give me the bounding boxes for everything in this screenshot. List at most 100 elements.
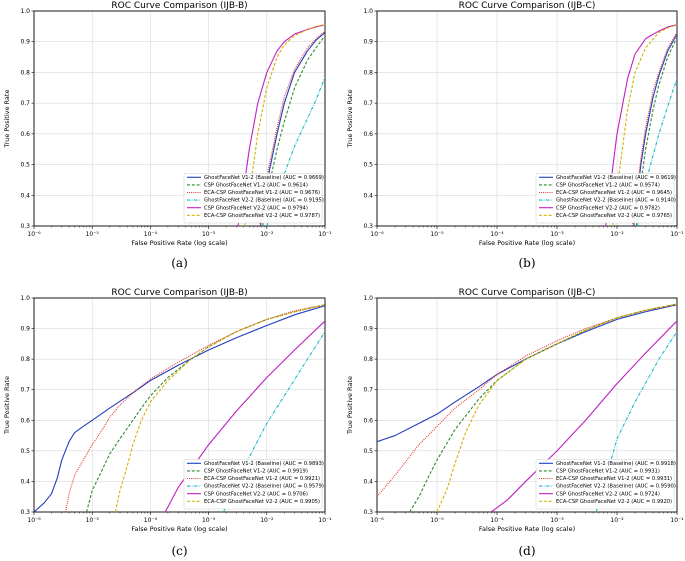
x-tick-label: 10⁻³ [202, 517, 216, 524]
y-tick-label: 0.6 [20, 417, 30, 424]
x-tick-label: 10⁻² [610, 231, 624, 238]
x-tick-label: 10⁻⁴ [144, 517, 158, 524]
legend-box [535, 173, 675, 224]
y-axis-label: True Positive Rate [3, 90, 11, 149]
x-tick-label: 10⁻⁵ [430, 517, 444, 524]
legend-entry: CSP GhostFaceNet V1-2 (AUC = 0.9614) [204, 183, 308, 189]
y-tick-label: 0.4 [20, 192, 30, 199]
legend-entry: ECA-CSP GhostFaceNet V2-2 (AUC = 0.9787) [204, 213, 320, 219]
chart-title: ROC Curve Comparison (IJB-C) [459, 288, 596, 298]
y-tick-label: 0.3 [363, 509, 373, 516]
legend-entry: ECA-CSP GhostFaceNet V2-2 (AUC = 0.9765) [556, 213, 672, 219]
x-tick-label: 10⁻¹ [318, 517, 332, 524]
roc-line [164, 320, 325, 512]
roc-line [377, 303, 677, 498]
y-tick-label: 1.0 [363, 295, 373, 302]
chart-panel-4: 0.3 0.4 0.5 0.6 0.7 0.8 0.9 1.0 10⁻⁶ 10⁻⁵ 10⁻⁴ 10⁻³… [346, 288, 684, 558]
chart-title: ROC Curve Comparison (IJB-B) [111, 288, 247, 298]
series-group [34, 304, 325, 512]
y-tick-label: 0.7 [20, 387, 30, 394]
legend-entry: CSP GhostFaceNet V2-2 (AUC = 0.9782) [556, 205, 660, 211]
y-tick-label: 0.5 [20, 162, 30, 169]
x-tick-label: 10⁻⁶ [370, 517, 384, 524]
x-tick-label: 10⁻¹ [670, 517, 684, 524]
x-tick-label: 10⁻⁴ [144, 231, 158, 238]
chart-title: ROC Curve Comparison (IJB-C) [459, 1, 596, 11]
legend-entry: GhostFaceNet V1-2 (Baseline) (AUC = 0.99… [556, 461, 676, 467]
legend-entry: CSP GhostFaceNet V1-2 (AUC = 0.9574) [556, 183, 660, 189]
y-tick-label: 1.0 [363, 8, 373, 15]
y-axis-label: True Positive Rate [346, 90, 354, 149]
legend-entry: GhostFaceNet V1-2 (Baseline) (AUC = 0.96… [556, 175, 676, 181]
series-group [377, 303, 677, 512]
legend-entry: GhostFaceNet V2-2 (Baseline) (AUC = 0.95… [204, 484, 324, 490]
panel-label: (b) [518, 256, 535, 270]
legend-entry: ECA-CSP GhostFaceNet V2-2 (AUC = 0.9905) [204, 499, 320, 505]
panel-label: (c) [171, 544, 187, 558]
legend: GhostFaceNet V1-2 (Baseline) (AUC = 0.99… [535, 459, 676, 510]
y-tick-label: 1.0 [20, 8, 30, 15]
legend-entry: GhostFaceNet V2-2 (Baseline) (AUC = 0.95… [556, 484, 676, 490]
x-tick-label: 10⁻³ [550, 231, 564, 238]
roc-line [244, 24, 325, 226]
legend-entry: ECA-CSP GhostFaceNet V1-2 (AUC = 0.9645) [556, 190, 672, 196]
x-tick-label: 10⁻¹ [318, 231, 332, 238]
chart-title: ROC Curve Comparison (IJB-B) [111, 1, 247, 11]
plot-border [376, 10, 678, 227]
y-tick-label: 0.7 [363, 387, 373, 394]
y-tick-label: 0.4 [20, 478, 30, 485]
panel-label: (d) [518, 544, 535, 558]
x-tick-label: 10⁻⁶ [27, 231, 41, 238]
panel-label: (a) [171, 256, 188, 270]
y-tick-label: 0.7 [20, 100, 30, 107]
legend: GhostFaceNet V1-2 (Baseline) (AUC = 0.96… [183, 173, 324, 224]
legend-box [183, 173, 323, 224]
y-tick-label: 0.8 [20, 69, 30, 76]
y-tick-label: 0.4 [363, 192, 373, 199]
y-tick-label: 0.6 [20, 131, 30, 138]
x-tick-label: 10⁻⁵ [86, 517, 100, 524]
y-tick-label: 0.6 [363, 417, 373, 424]
legend-entry: GhostFaceNet V1-2 (Baseline) (AUC = 0.98… [204, 461, 324, 467]
x-axis-label: False Positive Rate (log scale) [479, 239, 575, 247]
legend-entry: CSP GhostFaceNet V2-2 (AUC = 0.9794) [204, 205, 308, 211]
roc-line [595, 331, 677, 512]
roc-line [631, 32, 677, 226]
x-tick-label: 10⁻² [260, 517, 274, 524]
y-tick-label: 0.9 [20, 39, 30, 46]
plot-border [376, 297, 678, 513]
x-tick-label: 10⁻³ [202, 231, 216, 238]
roc-line [34, 305, 325, 512]
plot-border [33, 297, 326, 513]
chart-panel-1: 0.3 0.4 0.5 0.6 0.7 0.8 0.9 1.0 10⁻⁶ 10⁻⁵ 10⁻⁴ 10⁻³… [3, 1, 332, 270]
legend-entry: CSP GhostFaceNet V1-2 (AUC = 0.9919) [204, 469, 308, 475]
legend-entry: ECA-CSP GhostFaceNet V1-2 (AUC = 0.9676) [204, 190, 320, 196]
legend: GhostFaceNet V1-2 (Baseline) (AUC = 0.96… [535, 173, 676, 224]
legend: GhostFaceNet V1-2 (Baseline) (AUC = 0.98… [183, 459, 324, 510]
roc-line [377, 304, 677, 443]
y-tick-label: 0.8 [363, 356, 373, 363]
x-tick-label: 10⁻⁶ [27, 517, 41, 524]
plot-border [33, 10, 326, 227]
y-tick-label: 0.3 [20, 509, 30, 516]
legend-entry: CSP GhostFaceNet V1-2 (AUC = 0.9931) [556, 469, 660, 475]
y-tick-label: 0.9 [20, 326, 30, 333]
y-tick-label: 0.5 [363, 162, 373, 169]
legend-box [183, 459, 323, 510]
legend-entry: CSP GhostFaceNet V2-2 (AUC = 0.9706) [204, 491, 308, 497]
roc-line [490, 320, 677, 512]
x-tick-label: 10⁻² [610, 517, 624, 524]
y-tick-label: 0.9 [363, 39, 373, 46]
y-tick-label: 0.6 [363, 131, 373, 138]
y-tick-label: 0.3 [20, 223, 30, 230]
y-tick-label: 0.7 [363, 100, 373, 107]
legend-entry: GhostFaceNet V2-2 (Baseline) (AUC = 0.91… [204, 198, 324, 204]
legend-entry: ECA-CSP GhostFaceNet V1-2 (AUC = 0.9931) [556, 476, 672, 482]
x-axis-label: False Positive Rate (log scale) [479, 525, 575, 533]
roc-line [436, 303, 677, 512]
chart-panel-3: 0.3 0.4 0.5 0.6 0.7 0.8 0.9 1.0 10⁻⁶ 10⁻⁵ 10⁻⁴ 10⁻³… [3, 288, 332, 558]
legend-entry: GhostFaceNet V2-2 (Baseline) (AUC = 0.91… [556, 198, 676, 204]
legend-box [535, 459, 675, 510]
y-axis-label: True Positive Rate [346, 376, 354, 435]
legend-entry: ECA-CSP GhostFaceNet V2-2 (AUC = 0.9920) [556, 499, 672, 505]
